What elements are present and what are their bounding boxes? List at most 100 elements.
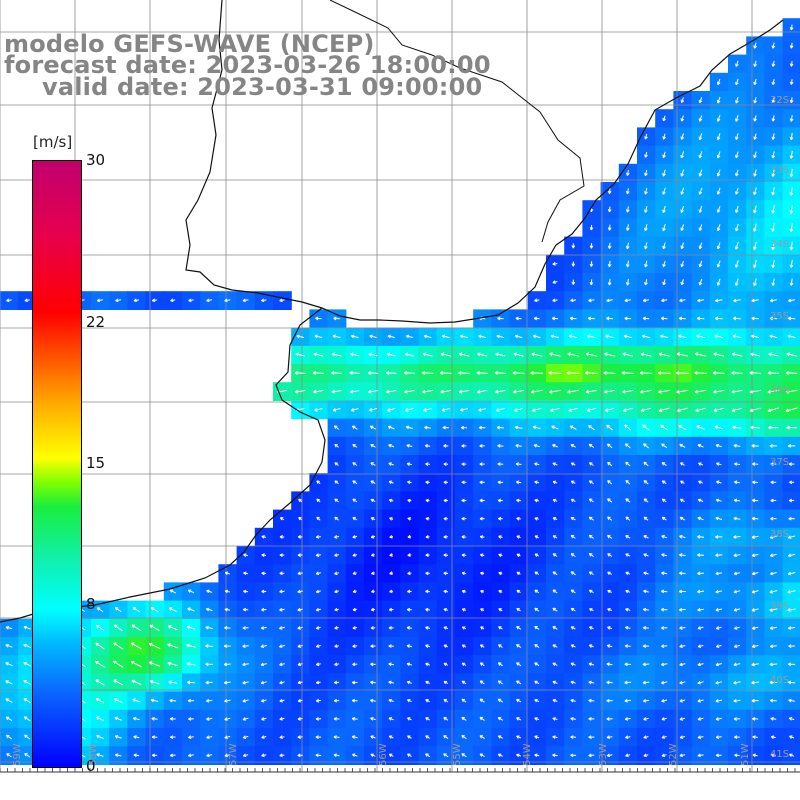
wind-arrow [331, 389, 342, 394]
wind-arrow [443, 444, 449, 448]
wind-arrow [715, 662, 722, 667]
wind-arrow [624, 680, 632, 685]
wind-arrow [588, 735, 595, 739]
wind-arrow [151, 753, 158, 758]
wind-arrow [769, 590, 778, 594]
wind-arrow [753, 42, 757, 49]
wind-arrow [516, 626, 522, 630]
wind-arrow [534, 462, 540, 466]
wind-arrow [516, 607, 521, 612]
wind-arrow [697, 571, 704, 576]
wind-arrow [731, 371, 743, 375]
wind-arrow [459, 334, 469, 339]
wind-arrow [769, 662, 778, 667]
wind-arrow [498, 590, 503, 594]
wind-arrow [205, 680, 213, 685]
wind-arrow [642, 424, 650, 431]
wind-arrow [733, 662, 741, 667]
wind-arrow [785, 371, 798, 375]
wind-arrow [787, 571, 796, 576]
wind-arrow [516, 662, 522, 667]
wind-arrow [133, 753, 140, 758]
wind-arrow [716, 462, 722, 466]
wind-arrow [733, 480, 740, 485]
wind-arrow [607, 188, 612, 194]
wind-arrow [95, 679, 105, 686]
wind-arrow [496, 425, 504, 430]
wind-arrow [625, 626, 631, 630]
wind-arrow [715, 644, 722, 648]
wind-arrow [425, 607, 430, 612]
wind-arrow [697, 589, 705, 594]
wind-arrows [5, 24, 798, 758]
wind-arrow [334, 516, 339, 521]
wind-arrow [114, 607, 122, 613]
wind-arrow [570, 444, 576, 448]
wind-arrow [733, 298, 741, 303]
wind-arrow [440, 352, 451, 357]
wind-arrow [534, 298, 540, 303]
wind-arrow [712, 371, 725, 375]
wind-arrow [625, 753, 631, 758]
wind-arrow [696, 316, 705, 321]
wind-arrow [187, 680, 195, 685]
wind-arrow [349, 371, 360, 375]
wind-arrow [314, 334, 323, 339]
wind-arrow [606, 717, 613, 721]
wind-arrow [206, 735, 213, 739]
wind-arrow [515, 462, 522, 466]
wind-arrow [404, 389, 415, 394]
wind-arrow [715, 571, 723, 576]
wind-arrow [315, 626, 321, 630]
wind-arrow [389, 534, 394, 539]
wind-arrow [552, 680, 558, 685]
wind-arrow [585, 352, 598, 357]
wind-arrow [389, 589, 394, 594]
wind-arrow [588, 480, 594, 485]
wind-arrow [680, 133, 685, 140]
wind-arrow [623, 334, 632, 339]
wind-arrow [750, 425, 761, 430]
wind-arrow [352, 444, 358, 448]
wind-arrow [605, 334, 614, 339]
wind-arrow [715, 680, 723, 685]
latitude-label: 35S [770, 311, 790, 322]
wind-arrow [606, 424, 614, 431]
wind-arrow [789, 260, 794, 268]
wind-arrow [297, 644, 303, 648]
wind-arrow [789, 735, 795, 739]
wind-arrow [788, 626, 796, 630]
wind-arrow [242, 735, 249, 739]
wind-arrow [443, 735, 449, 740]
wind-arrow [441, 408, 450, 412]
wind-arrow [662, 187, 666, 195]
wind-arrow [407, 498, 412, 503]
wind-arrow [406, 662, 413, 667]
wind-arrow [607, 626, 613, 630]
wind-arrow [516, 753, 522, 758]
wind-arrow [552, 607, 558, 612]
wind-arrow [715, 535, 723, 539]
wind-arrow [586, 334, 596, 339]
wind-arrow [115, 298, 122, 303]
wind-arrow [680, 279, 685, 286]
wind-arrow [607, 224, 612, 231]
wind-arrow [187, 589, 195, 594]
wind-arrow [24, 298, 30, 303]
wind-arrow [515, 443, 522, 448]
wind-arrow [768, 425, 779, 430]
wind-arrow [697, 298, 704, 303]
latitude-label: 40S [770, 675, 790, 686]
wind-arrow [96, 607, 104, 613]
wind-arrow [570, 480, 576, 484]
wind-arrow [349, 389, 360, 394]
wind-arrow [479, 662, 485, 667]
wind-arrow [479, 753, 485, 758]
wind-arrow [95, 660, 105, 668]
wind-arrow [552, 698, 558, 703]
wind-arrow [625, 571, 631, 576]
wind-arrow [588, 662, 595, 667]
wind-arrow [588, 498, 594, 503]
wind-arrow [388, 680, 395, 685]
